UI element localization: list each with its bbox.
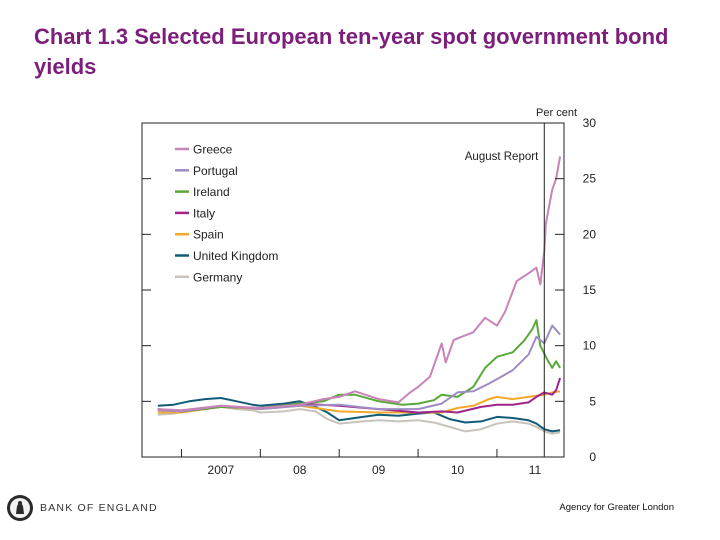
x-tick-label: 08 [293,463,307,477]
footer-agency-text: Agency for Greater London [559,502,674,513]
legend-label-ireland: Ireland [193,185,230,199]
x-tick-label: 2007 [208,463,235,477]
x-tick-label: 11 [529,463,542,477]
legend-label-greece: Greece [193,143,233,157]
legend-label-spain: Spain [193,228,224,242]
y-tick-label: 5 [589,394,596,408]
y-axis-label: Per cent [536,107,577,119]
britannia-emblem-icon [7,495,33,521]
y-tick-label: 20 [583,227,597,241]
legend-label-germany: Germany [193,270,242,284]
y-tick-label: 10 [583,339,597,353]
y-tick-label: 25 [583,172,597,186]
legend-label-united-kingdom: United Kingdom [193,249,278,263]
slide-title: Chart 1.3 Selected European ten-year spo… [34,24,669,79]
y-tick-label: 30 [583,116,597,130]
legend-label-italy: Italy [193,206,215,220]
bank-of-england-logo: BANK OF ENGLAND [6,494,158,522]
series-line-portugal [157,324,561,413]
series-line-united-kingdom [157,397,561,433]
legend-label-portugal: Portugal [193,164,238,178]
logo-text: BANK OF ENGLAND [40,502,158,514]
series-line-greece [157,156,562,412]
y-tick-label: 15 [583,283,597,297]
x-tick-label: 10 [451,463,465,477]
august-report-label: August Report [465,151,539,163]
series-line-germany [157,405,561,435]
series-line-spain [157,390,561,414]
y-tick-label: 0 [589,450,596,464]
x-tick-label: 09 [372,463,386,477]
